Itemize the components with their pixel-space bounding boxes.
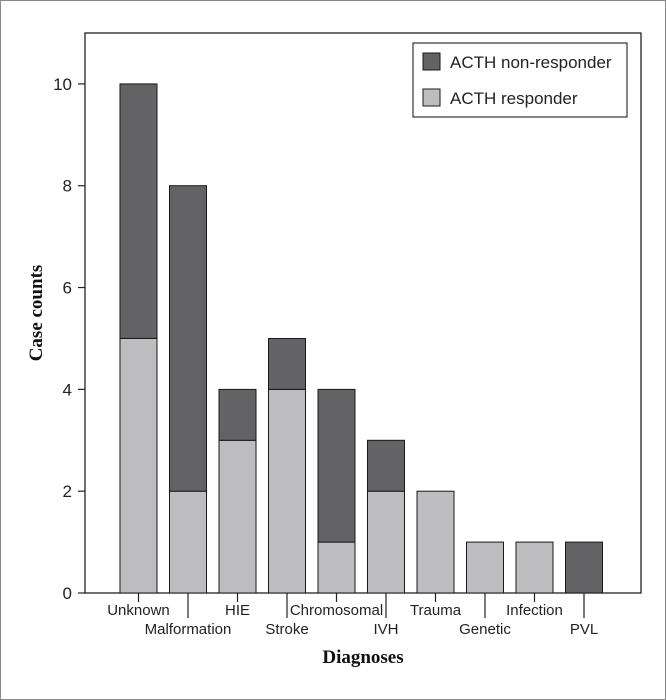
y-tick-label-10: 10 [53, 75, 72, 94]
x-tick-label-unknown: Unknown [107, 602, 170, 619]
bar-segment-responder-chromosomal [317, 541, 356, 594]
bar-segment-non-responder-stroke [268, 338, 306, 390]
y-tick-label-0: 0 [63, 584, 72, 603]
legend-swatch-non-responder [422, 52, 441, 71]
bar-segment-responder-hie [218, 439, 257, 594]
y-tick-label-6: 6 [63, 279, 72, 298]
y-axis-title: Case counts [26, 265, 47, 362]
x-tick-label-chromosomal: Chromosomal [290, 602, 383, 619]
bar-segment-non-responder-pvl [565, 541, 603, 594]
bar-segment-responder-genetic [466, 541, 504, 594]
legend-label-non-responder: ACTH non-responder [450, 53, 612, 72]
bar-segment-responder-ivh [367, 490, 405, 594]
x-tick-label-infection: Infection [506, 602, 563, 619]
x-tick-label-malformation: Malformation [145, 621, 232, 638]
legend-swatch-responder [422, 88, 441, 107]
bar-segment-non-responder-malformation [169, 185, 207, 492]
bar-segment-non-responder-chromosomal [317, 388, 356, 543]
x-tick-label-trauma: Trauma [410, 602, 462, 619]
plot-area [84, 32, 642, 594]
bar-segment-responder-stroke [268, 388, 306, 594]
bar-segment-responder-malformation [169, 490, 207, 594]
bar-segment-non-responder-unknown [119, 83, 158, 339]
x-tick-label-stroke: Stroke [265, 621, 308, 638]
bar-segment-responder-infection [515, 541, 554, 594]
x-tick-label-hie: HIE [225, 602, 250, 619]
bar-segment-non-responder-ivh [367, 439, 405, 492]
x-tick-label-genetic: Genetic [459, 621, 511, 638]
y-tick-label-2: 2 [63, 482, 72, 501]
legend-label-responder: ACTH responder [450, 89, 578, 108]
bar-segment-responder-trauma [416, 490, 455, 594]
legend: ACTH non-responder ACTH responder [412, 42, 628, 118]
legend-box [412, 42, 628, 118]
x-tick-label-pvl: PVL [570, 621, 598, 638]
x-tick-label-ivh: IVH [373, 621, 398, 638]
y-tick-label-8: 8 [63, 177, 72, 196]
bar-segment-responder-unknown [119, 338, 158, 594]
y-tick-label-4: 4 [63, 380, 72, 399]
x-axis-title: Diagnoses [322, 647, 403, 668]
bar-segment-non-responder-hie [218, 388, 257, 441]
